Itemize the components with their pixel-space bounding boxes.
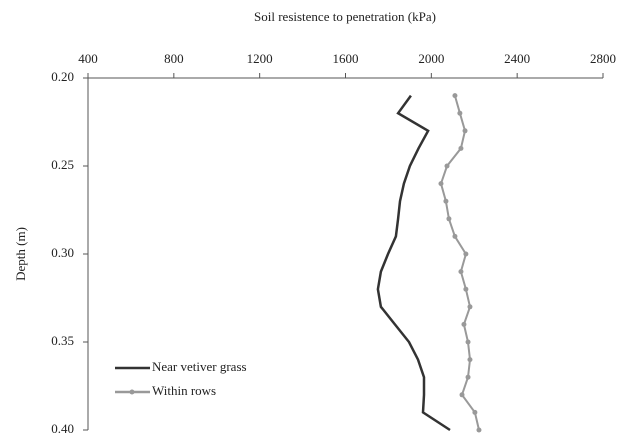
point-marker bbox=[467, 357, 473, 363]
point-marker bbox=[472, 409, 478, 415]
legend-label: Within rows bbox=[152, 383, 216, 398]
point-marker bbox=[452, 93, 458, 99]
series-line bbox=[376, 94, 451, 432]
point-marker bbox=[444, 163, 450, 169]
point-marker bbox=[465, 374, 471, 380]
y-tick-label: 0.35 bbox=[51, 333, 74, 348]
x-axis-title: Soil resistence to penetration (kPa) bbox=[254, 9, 436, 24]
x-tick-label: 2800 bbox=[590, 51, 616, 66]
legend-marker bbox=[129, 389, 135, 395]
x-tick-label: 2400 bbox=[504, 51, 530, 66]
point-marker bbox=[462, 128, 468, 134]
point-marker bbox=[446, 216, 452, 222]
y-axis-title: Depth (m) bbox=[13, 227, 28, 281]
point-marker bbox=[443, 198, 449, 204]
y-tick-label: 0.30 bbox=[51, 245, 74, 260]
point-marker bbox=[457, 110, 463, 116]
point-marker bbox=[465, 339, 471, 345]
point-marker bbox=[467, 304, 473, 310]
y-tick-label: 0.20 bbox=[51, 69, 74, 84]
point-marker bbox=[463, 251, 469, 257]
series-line bbox=[439, 95, 480, 431]
point-marker bbox=[458, 145, 464, 151]
x-tick-label: 400 bbox=[78, 51, 98, 66]
x-tick-label: 800 bbox=[164, 51, 184, 66]
x-tick-label: 2000 bbox=[418, 51, 444, 66]
point-marker bbox=[458, 269, 464, 275]
y-tick-label: 0.40 bbox=[51, 421, 74, 435]
x-tick-label: 1200 bbox=[247, 51, 273, 66]
point-marker bbox=[459, 392, 465, 398]
x-tick-label: 1600 bbox=[333, 51, 359, 66]
point-marker bbox=[461, 321, 467, 327]
legend-label: Near vetiver grass bbox=[152, 359, 247, 374]
y-tick-label: 0.25 bbox=[51, 157, 74, 172]
point-marker bbox=[476, 427, 482, 433]
point-marker bbox=[438, 181, 444, 187]
point-marker bbox=[452, 233, 458, 239]
point-marker bbox=[463, 286, 469, 292]
